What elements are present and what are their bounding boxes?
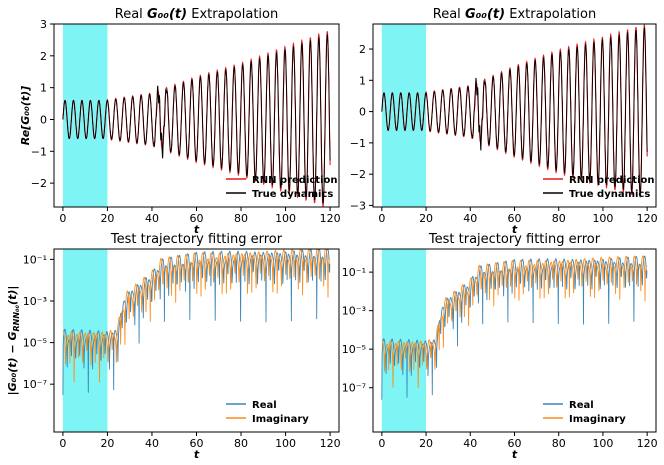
x-tick-label: 0 (59, 437, 66, 450)
legend: RNN prediction True dynamics (543, 175, 655, 200)
x-axis-label: t (194, 448, 200, 461)
x-tick-label: 80 (552, 437, 566, 450)
legend-label: Imaginary (252, 414, 309, 425)
y-tick-label: −1 (350, 137, 366, 150)
x-tick-label: 100 (592, 212, 613, 225)
legend-label: RNN prediction (569, 175, 655, 186)
x-tick-label: 80 (234, 437, 248, 450)
y-tick-label: −3 (350, 199, 366, 212)
y-tick-label: 2 (40, 50, 47, 63)
series-true-dynamics (381, 27, 648, 195)
plot-lines (62, 249, 331, 396)
x-tick-label: 20 (419, 212, 433, 225)
x-tick-label: 120 (320, 212, 341, 225)
x-tick-label: 60 (190, 437, 204, 450)
y-axis-label: Re[G₀₀(t)] (19, 86, 32, 145)
x-tick-label: 60 (508, 437, 522, 450)
y-tick-label: −2 (31, 177, 47, 190)
series-real (62, 249, 331, 396)
x-tick-label: 100 (275, 212, 296, 225)
y-tick-label: 10⁻³ (342, 305, 366, 318)
plot-lines (381, 24, 648, 198)
y-tick-label: 1 (359, 74, 366, 87)
y-tick-label: 0 (359, 106, 366, 119)
panel-bottom-left: 0 20 40 60 80 100 120 10⁻⁷ 10⁻⁵ 10⁻³ 10⁻¹ Test traj… (6, 232, 341, 461)
y-tick-label: 10⁻⁷ (23, 378, 47, 391)
x-tick-label: 0 (59, 212, 66, 225)
x-tick-label: 100 (275, 437, 296, 450)
legend-label: RNN prediction (252, 175, 338, 186)
legend-label: True dynamics (569, 189, 650, 200)
x-tick-label: 20 (419, 437, 433, 450)
x-tick-label: 60 (508, 212, 522, 225)
panel-top-right: 0 20 40 60 80 100 120 −3 −2 −1 0 1 2 Real G₀₀(t) Extr… (350, 7, 658, 236)
chart-title: Test trajectory fitting error (428, 232, 601, 247)
y-tick-label: 3 (40, 18, 47, 31)
y-tick-label: −1 (31, 145, 47, 158)
series-real (381, 255, 648, 400)
x-tick-label: 0 (378, 437, 385, 450)
x-tick-label: 40 (145, 437, 159, 450)
x-tick-label: 0 (378, 212, 385, 225)
chart-title: Real G₀₀(t) Extrapolation (115, 7, 278, 22)
x-axis-label: t (194, 223, 200, 236)
y-axis-label: |G₀₀(t) − GRNN₀₀(t)| (6, 286, 21, 396)
training-window-shade (381, 24, 427, 207)
legend-label: Imaginary (569, 414, 626, 425)
x-tick-label: 60 (190, 212, 204, 225)
y-tick-label: 10⁻⁵ (23, 337, 47, 350)
panel-bottom-right: 0 20 40 60 80 100 120 10⁻⁷ 10⁻⁵ 10⁻³ 10⁻¹ Test traj… (342, 232, 658, 461)
y-tick-label: 10⁻⁵ (342, 343, 366, 356)
series-true-dynamics (62, 34, 331, 204)
series-imaginary (62, 249, 331, 383)
plot-lines (381, 255, 648, 400)
y-tick-label: 10⁻³ (23, 295, 47, 308)
y-tick-label: 10⁻¹ (342, 266, 366, 279)
legend: Real Imaginary (543, 400, 626, 425)
y-tick-label: 10⁻¹ (23, 253, 47, 266)
x-tick-label: 120 (320, 437, 341, 450)
x-axis-label: t (512, 223, 518, 236)
x-tick-label: 20 (100, 437, 114, 450)
y-tick-label: 10⁻⁷ (342, 382, 366, 395)
x-axis-label: t (512, 448, 518, 461)
legend-label: True dynamics (252, 189, 333, 200)
legend-label: Real (252, 400, 277, 411)
y-tick-label: 2 (359, 43, 366, 56)
y-tick-label: 1 (40, 82, 47, 95)
chart-title: Test trajectory fitting error (110, 232, 283, 247)
x-tick-label: 120 (637, 212, 658, 225)
x-tick-label: 40 (463, 212, 477, 225)
y-tick-label: 0 (40, 113, 47, 126)
x-tick-label: 120 (637, 437, 658, 450)
training-window-shade (381, 249, 427, 432)
x-tick-label: 80 (552, 212, 566, 225)
training-window-shade (62, 24, 108, 207)
x-tick-label: 20 (100, 212, 114, 225)
x-tick-label: 80 (234, 212, 248, 225)
y-tick-label: −2 (350, 168, 366, 181)
x-tick-label: 100 (592, 437, 613, 450)
x-tick-label: 40 (463, 437, 477, 450)
series-imaginary (381, 255, 648, 388)
plot-lines (62, 31, 331, 207)
legend: Real Imaginary (226, 400, 309, 425)
legend-label: Real (569, 400, 594, 411)
x-tick-label: 40 (145, 212, 159, 225)
panel-top-left: 0 20 40 60 80 100 120 −2 −1 0 1 2 3 Real G₀₀(t) Extra… (19, 7, 341, 236)
legend: RNN prediction True dynamics (226, 175, 338, 200)
chart-title: Real G₀₀(t) Extrapolation (433, 7, 596, 22)
